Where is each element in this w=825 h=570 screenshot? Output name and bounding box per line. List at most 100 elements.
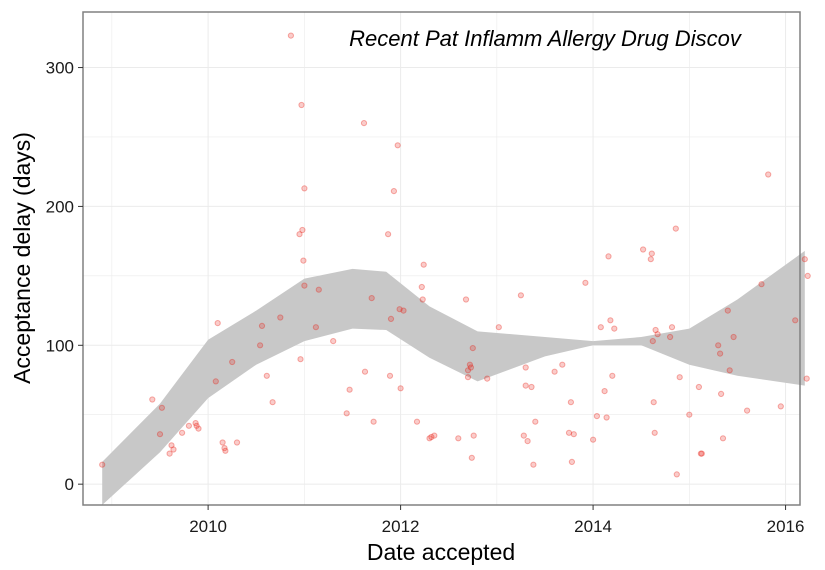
x-tick-label: 2014 xyxy=(574,517,612,536)
data-point xyxy=(667,333,674,341)
data-point xyxy=(565,429,573,436)
data-point xyxy=(387,315,395,322)
plot-border xyxy=(82,11,801,506)
data-point xyxy=(166,450,173,457)
data-point xyxy=(428,433,435,441)
data-point xyxy=(301,282,308,289)
data-point xyxy=(221,445,228,452)
data-point xyxy=(649,338,656,345)
confidence-band-group xyxy=(102,250,805,505)
data-point xyxy=(299,226,306,234)
data-point xyxy=(257,342,264,349)
data-point xyxy=(551,368,558,375)
data-point xyxy=(668,324,676,331)
data-point xyxy=(464,374,472,381)
data-point xyxy=(593,413,601,420)
data-point xyxy=(397,385,404,392)
data-point xyxy=(744,407,751,414)
data-point xyxy=(368,295,375,302)
data-point xyxy=(567,399,575,406)
data-point xyxy=(522,364,529,371)
data-point xyxy=(676,374,683,381)
data-point xyxy=(394,142,401,149)
data-point xyxy=(719,435,727,442)
data-point xyxy=(469,345,476,352)
data-point xyxy=(287,32,294,39)
y-axis: 0 100 200 300 xyxy=(46,59,83,494)
x-tick-label: 2016 xyxy=(767,517,805,536)
data-point xyxy=(269,399,276,406)
data-point xyxy=(370,418,377,425)
data-point xyxy=(396,306,403,313)
data-point xyxy=(300,257,307,264)
data-point xyxy=(312,324,319,331)
data-point xyxy=(758,281,765,288)
data-point xyxy=(185,422,192,429)
data-point xyxy=(212,378,219,385)
data-point xyxy=(390,188,397,195)
data-point xyxy=(464,367,472,374)
data-point xyxy=(455,435,462,442)
data-point xyxy=(343,410,350,417)
data-point xyxy=(597,324,604,331)
data-point xyxy=(315,286,322,293)
data-point xyxy=(400,307,407,314)
data-point xyxy=(99,461,106,468)
data-point xyxy=(296,231,303,238)
data-point xyxy=(765,171,772,178)
data-point xyxy=(179,429,186,436)
data-point xyxy=(277,314,284,321)
data-point xyxy=(229,358,236,366)
data-point xyxy=(724,307,731,314)
data-point xyxy=(803,375,810,382)
data-point xyxy=(726,367,733,374)
data-point xyxy=(559,361,566,368)
data-point xyxy=(495,324,502,331)
data-point xyxy=(654,331,661,338)
y-tick-label: 0 xyxy=(65,475,74,494)
data-point xyxy=(520,432,527,439)
data-point xyxy=(470,432,477,439)
data-point xyxy=(413,418,421,425)
chart-title: Recent Pat Inflamm Allergy Drug Discov xyxy=(349,26,743,51)
data-point xyxy=(524,438,531,445)
data-point xyxy=(418,283,425,291)
data-point xyxy=(301,185,308,192)
data-point xyxy=(601,388,608,395)
x-axis-title: Date accepted xyxy=(367,539,515,565)
data-point xyxy=(605,253,612,260)
grid-lines xyxy=(83,12,800,505)
data-point xyxy=(717,350,724,357)
data-point xyxy=(214,320,221,327)
data-point xyxy=(648,250,655,257)
data-point xyxy=(468,454,475,461)
data-point xyxy=(517,292,525,299)
x-tick-label: 2012 xyxy=(382,517,420,536)
data-point xyxy=(484,375,491,382)
data-point xyxy=(609,372,616,379)
data-point xyxy=(718,390,725,397)
y-axis-title: Acceptance delay (days) xyxy=(9,132,35,384)
data-point xyxy=(420,261,427,268)
y-tick-label: 200 xyxy=(46,197,74,216)
data-point xyxy=(263,372,270,379)
data-point xyxy=(233,439,241,446)
data-point xyxy=(431,432,438,439)
data-point xyxy=(466,361,473,368)
data-point xyxy=(590,436,597,443)
data-point xyxy=(222,447,229,454)
data-point xyxy=(360,120,368,127)
data-point xyxy=(170,446,177,453)
confidence-band xyxy=(102,250,805,505)
data-point xyxy=(219,439,226,446)
y-tick-label: 100 xyxy=(46,336,74,355)
data-point xyxy=(698,450,705,457)
data-point xyxy=(522,382,529,389)
data-point xyxy=(651,429,658,436)
data-point xyxy=(697,450,705,457)
data-point xyxy=(530,461,537,468)
data-point xyxy=(673,471,680,478)
data-point xyxy=(386,372,394,379)
data-point xyxy=(801,256,808,263)
